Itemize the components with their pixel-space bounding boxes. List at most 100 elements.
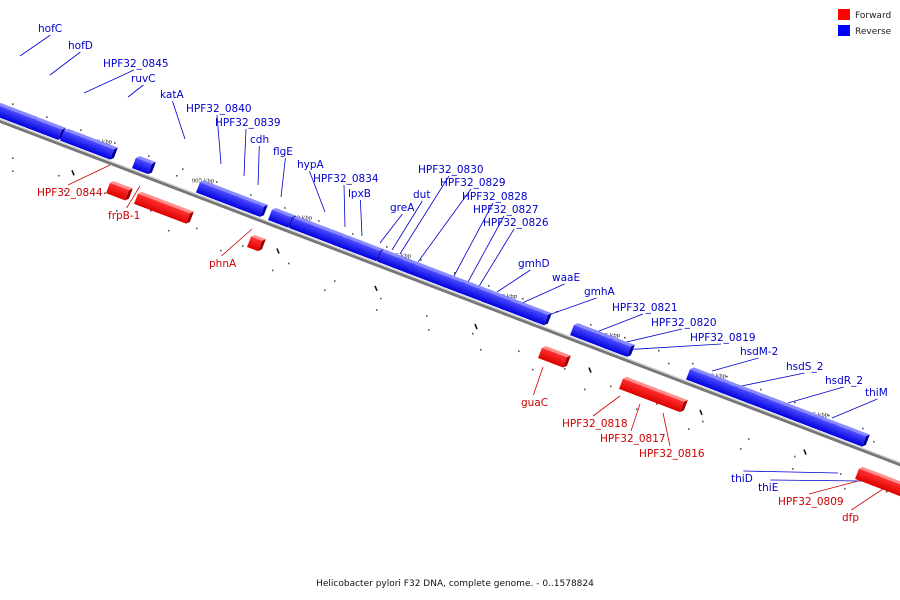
gene-label-thid[interactable]: thiD	[731, 473, 753, 485]
label-leader-line	[83, 69, 135, 94]
gene-label-hofd[interactable]: hofD	[68, 40, 93, 52]
reverse-gene	[251, 201, 268, 217]
label-leader-line	[519, 283, 565, 305]
label-leader-line	[496, 269, 531, 293]
gene-label-guac[interactable]: guaC	[521, 397, 548, 409]
label-leader-line	[808, 480, 859, 495]
gene-label-hpf32-0827[interactable]: HPF32_0827	[473, 204, 539, 216]
label-leader-line	[417, 188, 472, 263]
label-leader-line	[216, 114, 222, 165]
gene-label-dut[interactable]: dut	[413, 189, 430, 201]
reverse-gene	[60, 128, 118, 160]
gene-label-hpf32-0844[interactable]: HPF32_0844	[37, 187, 103, 199]
gene-label-hpf32-0819[interactable]: HPF32_0819	[690, 332, 756, 344]
forward-gene	[656, 390, 688, 413]
gene-label-hpf32-0821[interactable]: HPF32_0821	[612, 302, 678, 314]
label-leader-line	[831, 398, 878, 419]
gene-label-gmhd[interactable]: gmhD	[518, 258, 550, 270]
label-leader-line	[360, 199, 363, 237]
gene-label-hpf32-0817[interactable]: HPF32_0817	[600, 433, 666, 445]
gene-label-gmha[interactable]: gmhA	[584, 286, 616, 298]
label-leader-line	[309, 170, 326, 213]
gene-label-hpf32-0809[interactable]: HPF32_0809	[778, 496, 844, 508]
label-leader-line	[621, 343, 722, 351]
gene-label-waae[interactable]: waaE	[552, 272, 580, 284]
gene-label-lpxb[interactable]: lpxB	[348, 188, 371, 200]
label-leader-line	[257, 145, 260, 186]
gene-label-hsdm-2[interactable]: hsdM-2	[740, 346, 778, 358]
gene-label-hsdr-2[interactable]: hsdR_2	[825, 375, 863, 387]
gene-label-hpf32-0830[interactable]: HPF32_0830	[418, 164, 484, 176]
gene-label-ruvc[interactable]: ruvC	[131, 73, 156, 85]
legend-forward-swatch	[838, 9, 850, 20]
gene-label-hofc[interactable]: hofC	[38, 23, 62, 35]
forward-gene	[871, 473, 900, 497]
label-leader-line	[126, 185, 141, 209]
label-leader-line	[593, 313, 644, 334]
gene-label-flge[interactable]: flgE	[273, 146, 293, 158]
gene-label-hpf32-0845[interactable]: HPF32_0845	[103, 58, 169, 70]
backbone	[0, 118, 900, 467]
legend-forward-label: Forward	[855, 11, 891, 21]
gene-label-thie[interactable]: thiE	[758, 482, 778, 494]
reverse-gene	[844, 427, 870, 447]
gene-label-hpf32-0816[interactable]: HPF32_0816	[639, 448, 705, 460]
gene-label-hypa[interactable]: hypA	[297, 159, 325, 171]
gene-label-hpf32-0839[interactable]: HPF32_0839	[215, 117, 281, 129]
gene-label-hsds-2[interactable]: hsdS_2	[786, 361, 823, 373]
label-leader-line	[280, 157, 286, 198]
reverse-gene	[132, 156, 156, 175]
label-leader-line	[711, 357, 759, 372]
label-leader-line	[343, 184, 346, 228]
genome-caption: Helicobacter pylori F32 DNA, complete ge…	[316, 579, 594, 589]
gene-label-hpf32-0829[interactable]: HPF32_0829	[440, 177, 506, 189]
gene-label-hpf32-0820[interactable]: HPF32_0820	[651, 317, 717, 329]
gene-label-thim[interactable]: thiM	[865, 387, 888, 399]
gene-label-dfp[interactable]: dfp	[842, 512, 859, 524]
gene-label-cdh[interactable]: cdh	[250, 134, 269, 146]
label-leader-line	[662, 412, 671, 447]
gene-features	[0, 103, 900, 497]
gene-label-grea[interactable]: greA	[390, 202, 415, 214]
label-leader-line	[467, 215, 505, 283]
reverse-gene	[614, 339, 635, 357]
label-leader-line	[453, 202, 494, 277]
label-leader-line	[731, 372, 805, 389]
label-leader-line	[391, 200, 423, 251]
label-leader-line	[851, 488, 884, 511]
label-leader-line	[770, 479, 863, 482]
label-leader-line	[172, 100, 186, 140]
label-leaders	[19, 34, 884, 511]
reverse-gene	[533, 309, 552, 326]
gene-label-hpf32-0828[interactable]: HPF32_0828	[462, 191, 528, 203]
label-leader-line	[243, 128, 247, 177]
label-leader-line	[379, 213, 403, 244]
legend-reverse-swatch	[838, 25, 850, 36]
gene-label-hpf32-0826[interactable]: HPF32_0826	[483, 217, 549, 229]
label-leader-line	[743, 470, 839, 474]
forward-gene	[106, 181, 133, 201]
label-leader-line	[49, 51, 81, 76]
legend: Forward Reverse	[838, 9, 892, 37]
legend-reverse-label: Reverse	[855, 27, 892, 37]
forward-gene	[247, 234, 266, 252]
gene-label-kata[interactable]: katA	[160, 89, 184, 101]
forward-gene	[538, 345, 571, 368]
label-leader-line	[630, 403, 641, 432]
label-leader-line	[787, 386, 844, 404]
label-leader-line	[19, 34, 51, 57]
label-leader-line	[477, 228, 515, 289]
label-leader-line	[533, 366, 544, 396]
label-leader-line	[592, 395, 621, 417]
gene-label-phna[interactable]: phnA	[209, 258, 237, 270]
label-leader-line	[67, 164, 111, 186]
gene-label-hpf32-0840[interactable]: HPF32_0840	[186, 103, 252, 115]
gene-label-frpb-1[interactable]: frpB-1	[108, 210, 140, 222]
gene-label-hpf32-0818[interactable]: HPF32_0818	[562, 418, 628, 430]
gene-label-hpf32-0834[interactable]: HPF32_0834	[313, 173, 379, 185]
label-leader-line	[399, 175, 450, 255]
label-leader-line	[127, 84, 144, 98]
forward-gene	[134, 191, 194, 224]
